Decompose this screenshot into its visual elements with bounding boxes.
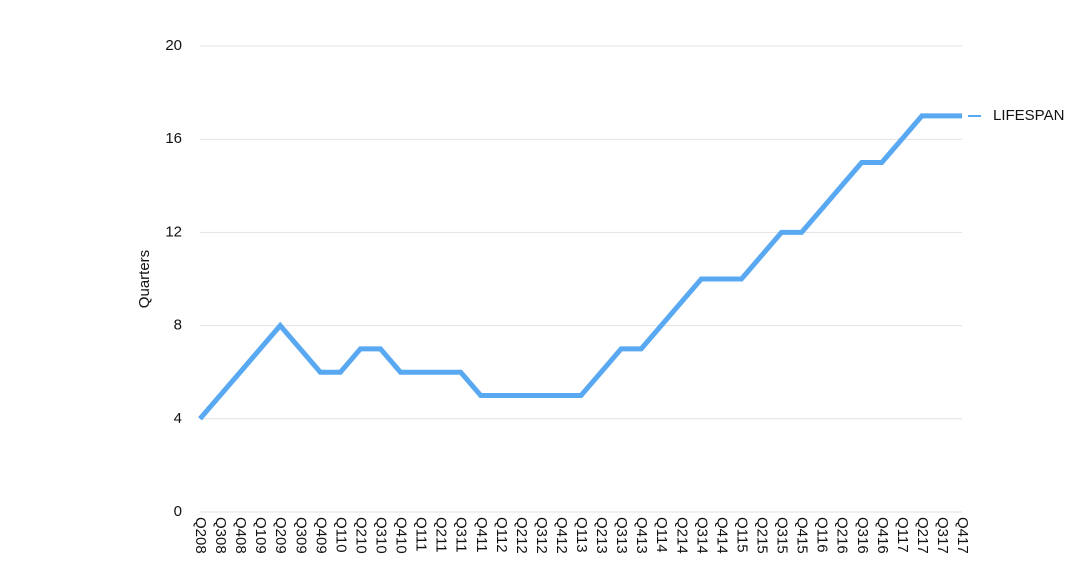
x-tick-label: Q313 [613,517,630,554]
y-tick-label: 16 [165,130,182,147]
x-tick-label: Q214 [673,517,690,554]
x-tick-label: Q408 [232,517,249,554]
y-tick-label: 8 [174,317,182,334]
x-tick-label: Q208 [192,517,209,554]
x-tick-label: Q311 [453,517,470,553]
x-tick-label: Q308 [212,517,229,554]
x-tick-label: Q113 [573,517,590,553]
x-tick-label: Q217 [914,517,931,554]
x-tick-label: Q212 [513,517,530,554]
x-tick-label: Q210 [352,517,369,554]
x-tick-label: Q213 [593,517,610,554]
x-tick-label: Q417 [954,517,971,554]
x-tick-label: Q409 [312,517,329,554]
x-tick-label: Q114 [653,517,670,553]
y-tick-label: 0 [174,503,182,520]
x-tick-label: Q117 [894,517,911,553]
x-tick-label: Q411 [473,517,490,553]
x-tick-label: Q215 [754,517,771,554]
x-tick-label: Q410 [393,517,410,554]
legend-label: LIFESPAN [993,107,1064,124]
x-tick-label: Q314 [693,517,710,554]
x-tick-label: Q413 [633,517,650,554]
x-tick-label: Q316 [854,517,871,554]
y-tick-label: 4 [174,410,182,427]
y-axis-label: Quarters [136,250,153,308]
x-tick-label: Q109 [252,517,269,554]
x-tick-label: Q412 [553,517,570,554]
x-tick-label: Q112 [493,517,510,553]
x-tick-label: Q115 [733,517,750,553]
x-tick-label: Q116 [814,517,831,553]
x-tick-label: Q416 [874,517,891,554]
x-tick-label: Q312 [533,517,550,554]
data-line [198,113,962,421]
x-tick-label: Q310 [373,517,390,554]
x-tick-label: Q110 [332,517,349,553]
x-tick-label: Q315 [774,517,791,554]
y-tick-label: 12 [165,223,182,240]
x-tick-label: Q414 [713,517,730,554]
x-tick-label: Q209 [272,517,289,554]
x-tick-label: Q111 [413,517,430,551]
x-tick-label: Q415 [794,517,811,554]
y-tick-label: 20 [165,37,182,54]
x-tick-label: Q317 [934,517,951,554]
x-tick-label: Q309 [292,517,309,554]
x-tick-label: Q211 [433,517,450,553]
x-tick-label: Q216 [834,517,851,554]
